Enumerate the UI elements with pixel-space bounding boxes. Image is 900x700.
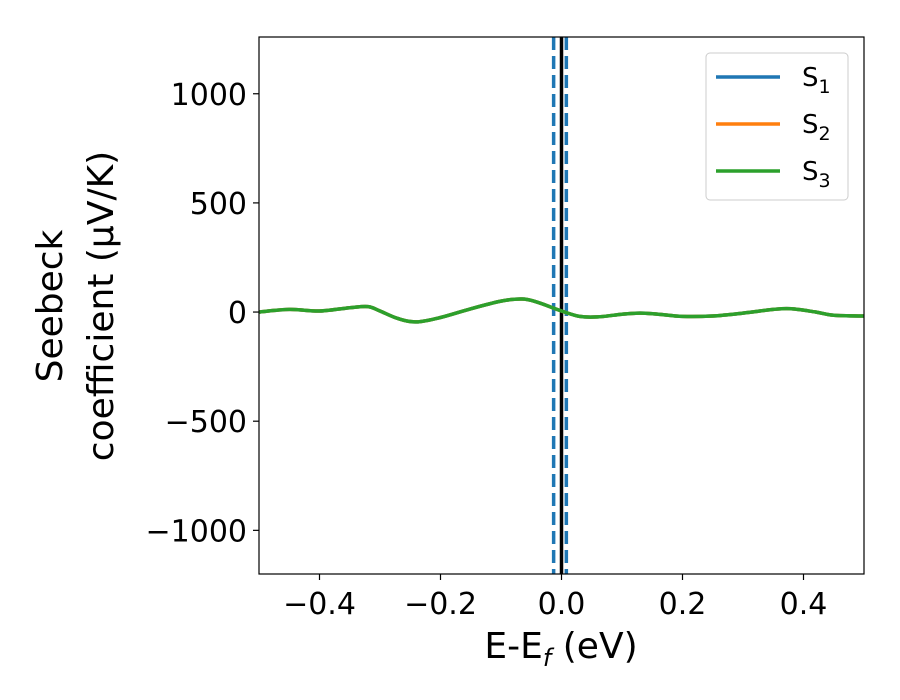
x-tick-label: 0.0	[538, 587, 586, 622]
x-tick-label: −0.2	[404, 587, 477, 622]
y-ticks: −1000 −500 0 500 1000	[146, 78, 259, 549]
y-axis-label: Seebeck coefficient (μV/K)	[30, 151, 122, 461]
y-tick-label: 0	[228, 296, 247, 331]
legend-label-1: S1	[802, 63, 831, 98]
series-line-3	[258, 297, 865, 324]
x-tick-label: −0.4	[283, 587, 356, 622]
legend-box	[705, 52, 849, 201]
y-tick-label: 500	[190, 187, 247, 222]
x-tick-label: 0.2	[659, 587, 707, 622]
legend: S1 S2 S3	[705, 52, 849, 201]
x-axis-label: E-Ef (eV)	[484, 626, 637, 672]
x-tick-label: 0.4	[780, 587, 828, 622]
y-tick-label: −1000	[146, 514, 247, 549]
legend-label-3: S3	[802, 157, 831, 192]
legend-label-2: S2	[802, 110, 831, 145]
y-axis-label-line2: coefficient (μV/K)	[81, 151, 122, 461]
series-lines	[258, 297, 865, 324]
y-tick-label: −500	[165, 405, 247, 440]
x-ticks: −0.4 −0.2 0.0 0.2 0.4	[283, 574, 827, 622]
y-tick-label: 1000	[171, 78, 247, 113]
vertical-lines	[551, 37, 569, 574]
y-axis-label-line1: Seebeck	[30, 229, 71, 382]
